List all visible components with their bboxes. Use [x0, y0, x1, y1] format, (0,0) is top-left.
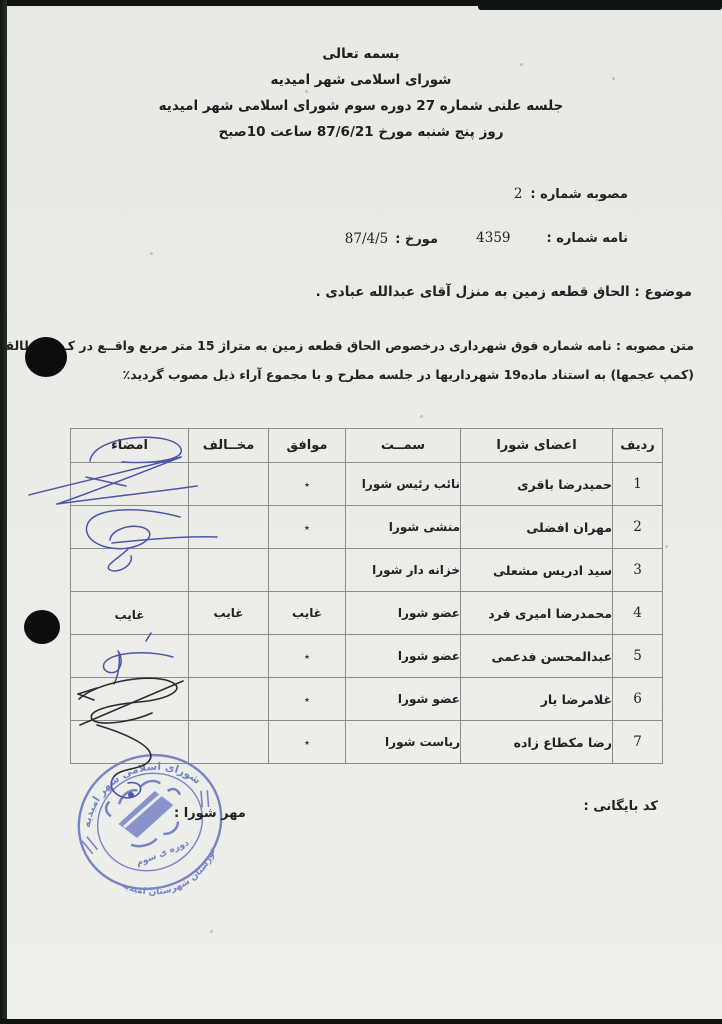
stamp-side-separators [81, 790, 210, 855]
agree-mark: ٭ [268, 462, 346, 506]
oppose-mark [188, 634, 269, 678]
absent-text: غایب [292, 606, 322, 620]
paper-speck [210, 930, 213, 933]
table-header-row: ردیف اعضای شورا سمــت موافق مخــالف امضا… [70, 428, 663, 463]
resolution-number-value: 2 [513, 186, 523, 202]
header-oppose: مخــالف [188, 428, 269, 463]
letter-date-field: مورخ : 87/4/5 [345, 231, 438, 247]
council-seal-label: مهر شورا : [174, 806, 246, 821]
member-name: سید ادریس مشعلی [460, 548, 613, 592]
row-number: 2 [612, 505, 663, 549]
header-member: اعضای شورا [460, 428, 613, 463]
agree-mark: ٭ [268, 720, 346, 764]
paper-speck [520, 63, 523, 66]
oppose-mark [188, 548, 269, 592]
agree-mark: ٭ [268, 677, 346, 721]
row-number: 1 [612, 462, 663, 506]
oppose-mark: غایب [188, 591, 269, 635]
signature-cell [70, 677, 189, 721]
member-name: عبدالمحسن فدعمی [460, 634, 613, 678]
letter-number-label: نامه شماره : [546, 231, 629, 246]
agree-mark: ٭ [268, 634, 346, 678]
resolution-body: متن مصوبه : نامه شماره فوق شهرداری درخصو… [0, 331, 694, 389]
member-position: عضو شورا [345, 591, 461, 635]
member-position: عضو شورا [345, 634, 461, 678]
member-name: محمدرضا امیری فرد [460, 591, 613, 635]
subject-line: موضوع : الحاق قطعه زمین به منزل آقای عبد… [315, 284, 692, 300]
member-position: ریاست شورا [345, 720, 461, 764]
council-name-line: شورای اسلامی شهر امیدیه [270, 72, 452, 88]
absent-text: غایب [213, 606, 244, 620]
member-position: نائب رئیس شورا [345, 462, 461, 506]
member-name: غلامرضا یار [460, 677, 613, 721]
row-number: 3 [612, 548, 663, 592]
scan-edge-top [0, 0, 722, 6]
table-row: 5 عبدالمحسن فدعمی عضو شورا ٭ [70, 634, 663, 678]
table-row: 4 محمدرضا امیری فرد عضو شورا غایب غایب غ… [70, 591, 663, 635]
member-name: رضا مکطاع زاده [460, 720, 613, 764]
votes-table: ردیف اعضای شورا سمــت موافق مخــالف امضا… [70, 428, 663, 764]
oppose-mark [188, 677, 269, 721]
row-number: 6 [612, 677, 663, 721]
table-row: 6 غلامرضا یار عضو شورا ٭ [70, 677, 663, 721]
session-title-line: جلسه علنی شماره 27 دوره سوم شورای اسلامی… [158, 98, 564, 114]
member-position: خزانه دار شورا [345, 548, 461, 592]
absent-text: غایب [114, 607, 145, 622]
member-name: حمیدرضا باقری [460, 462, 613, 506]
stamp-emblem [104, 779, 182, 848]
bismillah-line: بسمه تعالی [322, 46, 400, 62]
signature-cell [70, 462, 189, 506]
paper-speck [612, 77, 615, 80]
letter-date-value: 87/4/5 [344, 231, 389, 247]
scan-edge-left [0, 0, 7, 1024]
letter-number-value: 4359 [476, 230, 511, 246]
agree-mark [268, 548, 346, 592]
resolution-body-line-1: متن مصوبه : نامه شماره فوق شهرداری درخصو… [0, 338, 694, 353]
member-position: منشی شورا [345, 505, 461, 549]
oppose-mark [188, 462, 269, 506]
agree-mark: غایب [268, 591, 346, 635]
header-row-number: ردیف [612, 428, 663, 463]
letter-number-field: نامه شماره : 4359 [476, 230, 628, 246]
stamp-middle-text: دوره ی سوم [135, 838, 191, 869]
paper-speck [665, 545, 668, 548]
scan-edge-bottom [0, 1019, 722, 1024]
paper-speck [305, 90, 308, 93]
header-agree: موافق [268, 428, 346, 463]
oppose-mark [188, 720, 269, 764]
signature-cell [70, 505, 189, 549]
resolution-number-field: مصوبه شماره : 2 [514, 186, 628, 202]
table-row: 1 حمیدرضا باقری نائب رئیس شورا ٭ [70, 462, 663, 506]
document-header: بسمه تعالی شورای اسلامی شهر امیدیه جلسه … [0, 41, 722, 145]
table-row: 2 مهران افضلی منشی شورا ٭ [70, 505, 663, 549]
session-date-line: روز پنج شنبه مورخ 87/6/21 ساعت 10صبح [218, 124, 504, 140]
row-number: 5 [612, 634, 663, 678]
header-signature: امضاء [70, 428, 189, 463]
resolution-body-line-2: (کمپ عجمها) به استناد ماده19 شهرداریها د… [122, 367, 694, 382]
council-seal-stamp: شورای اسلامی شهر امیدیه خوزستان شهرستان … [66, 744, 228, 904]
table-row: 3 سید ادریس مشعلی خزانه دار شورا [70, 548, 663, 592]
resolution-number-label: مصوبه شماره : [530, 187, 628, 202]
member-name: مهران افضلی [460, 505, 613, 549]
signature-cell: غایب [70, 591, 189, 635]
signature-cell [70, 548, 189, 592]
letter-date-label: مورخ : [395, 232, 438, 247]
scan-edge-top-right [478, 0, 722, 10]
agree-mark: ٭ [268, 505, 346, 549]
header-position: سمــت [345, 428, 461, 463]
signature-cell [70, 634, 189, 678]
paper-speck [150, 252, 153, 255]
archive-code-label: کد بایگانی : [583, 799, 658, 814]
row-number: 4 [612, 591, 663, 635]
oppose-mark [188, 505, 269, 549]
member-position: عضو شورا [345, 677, 461, 721]
paper-speck [420, 415, 423, 418]
row-number: 7 [612, 720, 663, 764]
